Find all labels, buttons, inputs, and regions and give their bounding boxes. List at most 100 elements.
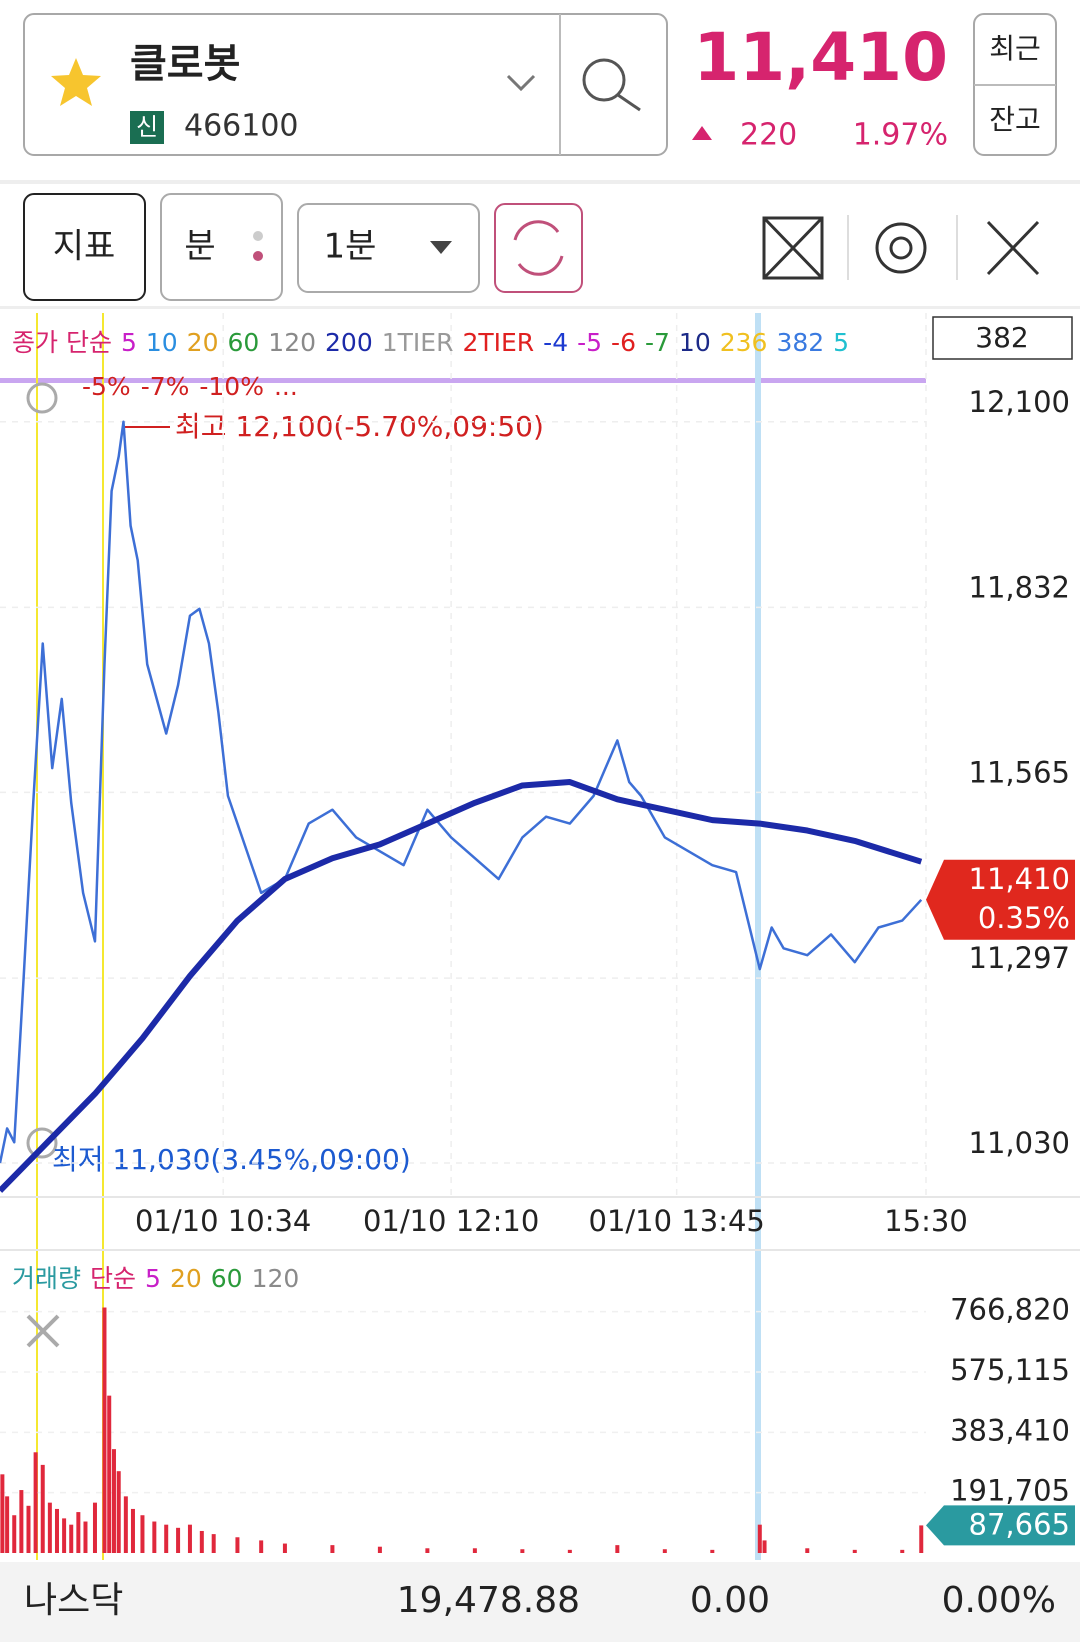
legend-item: 10 [679,328,711,357]
volume-bar [83,1521,88,1553]
volume-bar [102,1307,107,1553]
volume-bar [0,1474,5,1553]
index-value: 19,478.88 [397,1580,580,1621]
volume-bar [757,1524,762,1553]
volume-bar [54,1508,59,1553]
dropdown-chevron[interactable] [506,74,536,92]
last-volume-label: 87,665 [969,1507,1070,1541]
legend-item: -7 [645,328,670,357]
index-change-pct: 0.00% [942,1580,1056,1621]
legend-item: 5 [145,1264,161,1293]
volume-bar [40,1464,45,1553]
recent-button[interactable]: 최근 [989,32,1041,65]
volume-bar [152,1521,157,1553]
expand-icon[interactable] [762,216,824,280]
legend-item: 5 [121,328,137,357]
legend-item: 10 [146,328,178,357]
unit-button[interactable] [160,193,283,301]
stock-name: 클로봇 [130,41,240,87]
volume-bar [130,1508,135,1553]
volume-bar [69,1524,74,1553]
stock-selector[interactable] [23,13,668,156]
y-tick-label: 11,565 [969,755,1070,789]
legend-item: 1TIER [382,328,454,357]
volume-bar [187,1524,192,1553]
select-caret [430,241,452,254]
legend-item: -4 [543,328,568,357]
dot [253,251,263,261]
legend-box[interactable] [932,316,1073,360]
legend-item: 120 [268,328,316,357]
favorite-star[interactable] [51,58,101,106]
last-price-label: 11,410 [969,862,1070,896]
up-arrow [692,126,712,140]
credit-badge-text: 신 [136,113,158,141]
legend-item: -10% [199,372,264,401]
volume-bar [900,1549,905,1553]
last-volume-tag [926,1505,1075,1546]
legend-item: 거래량 [12,1264,81,1293]
legend-item: ... [274,372,298,401]
indicator-button[interactable] [23,193,146,301]
volume-bar [662,1549,667,1553]
index-change: 0.00 [690,1580,770,1621]
volume-bar [211,1534,216,1553]
volume-bar [140,1515,145,1553]
indicator-label: 지표 [53,227,116,267]
volume-bar [852,1549,857,1553]
legend-item: 60 [211,1264,243,1293]
volume-bar [111,1449,116,1553]
volume-bar [47,1502,52,1553]
volume-bar [520,1549,525,1553]
volume-bar [107,1395,112,1553]
volume-bar [92,1502,97,1553]
volume-bar [762,1540,767,1553]
y-tick-label: 11,297 [969,941,1070,975]
footer-bar [0,1562,1080,1642]
volume-bar [164,1524,169,1553]
interval-select[interactable] [297,203,480,293]
volume-bar [805,1548,810,1553]
refresh-button[interactable] [494,203,583,293]
volume-bar [12,1515,17,1553]
volume-bar [259,1540,264,1553]
legend-item: 5 [833,328,849,357]
close-volume-icon[interactable] [26,1314,60,1348]
volume-bar [62,1518,67,1553]
volume-bar [425,1548,430,1553]
legend-item: 단순 [90,1264,136,1293]
index-name: 나스닥 [24,1580,123,1621]
legend-item: 382 [776,328,824,357]
volume-bar [615,1545,620,1553]
zoom-out-icon[interactable] [26,1127,58,1159]
x-tick-label: 15:30 [884,1204,968,1238]
volume-bar [919,1525,924,1553]
volume-bar [33,1452,38,1553]
y-tick-label: 11,832 [969,570,1070,604]
legend-item: -5% [82,372,131,401]
y-tick-label: 191,705 [950,1474,1070,1508]
legend-item: 20 [187,328,219,357]
zoom-in-icon[interactable] [26,382,58,414]
volume-bar [330,1545,335,1553]
tools-icon[interactable] [986,220,1040,276]
separator [0,306,1080,309]
interval-label: 1분 [324,227,377,267]
volume-bar [76,1512,81,1553]
price-change-pct: 1.97% [853,118,948,153]
volume-bar [199,1530,204,1553]
volume-bar [567,1549,572,1553]
volume-bar [282,1543,287,1553]
x-tick-label: 01/10 13:45 [589,1204,765,1238]
settings-icon[interactable] [875,222,927,274]
low-annotation: 최저 11,030(3.45%,09:00) [52,1143,411,1176]
balance-button[interactable]: 잔고 [989,103,1041,136]
legend-item: -6 [611,328,636,357]
y-tick-label: 766,820 [950,1293,1070,1327]
search-icon-handle [617,93,641,112]
search-icon[interactable] [582,58,626,102]
volume-bar [710,1549,715,1553]
legend-item: 종가 단순 [12,328,112,357]
